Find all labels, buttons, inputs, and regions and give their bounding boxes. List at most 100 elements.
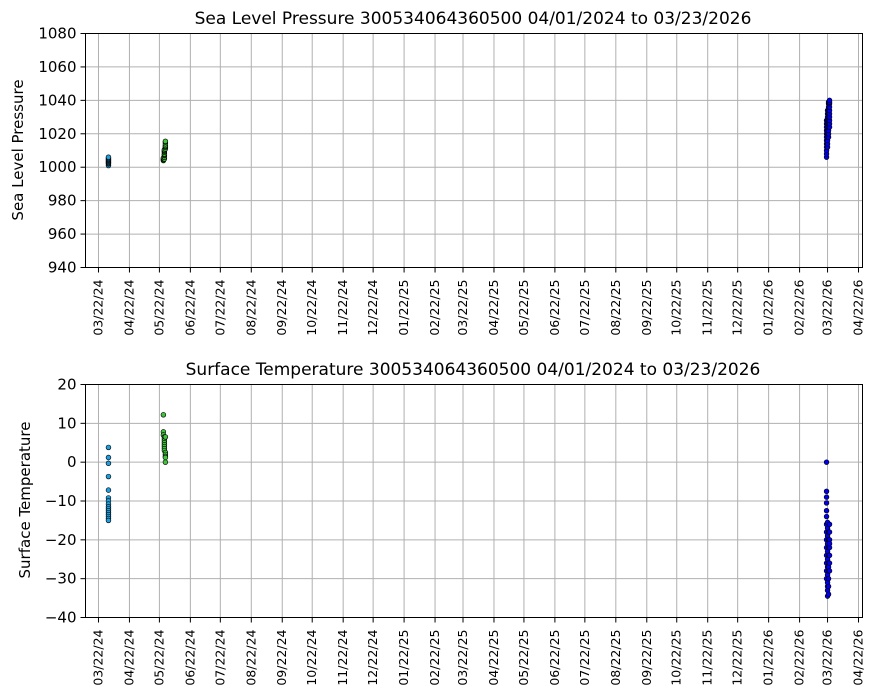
chart-title: Surface Temperature 300534064360500 04/0… <box>186 360 761 380</box>
x-tick-label: 02/22/25 <box>427 280 442 336</box>
x-tick-label: 09/22/24 <box>274 279 289 335</box>
x-tick-label: 05/22/24 <box>151 279 166 335</box>
y-tick-label: −40 <box>45 609 77 627</box>
y-axis-label: Sea Level Pressure <box>9 79 27 220</box>
y-tick-label: 1040 <box>38 91 76 109</box>
grid <box>85 33 863 268</box>
data-point <box>105 473 112 480</box>
data-point <box>105 460 112 467</box>
y-tick-label: 940 <box>48 259 77 277</box>
data-point <box>823 488 830 494</box>
x-tick-label: 10/22/25 <box>669 630 684 686</box>
data-point <box>105 154 112 160</box>
data-point <box>825 583 832 590</box>
x-ticks: 03/22/24 04/22/24 05/22/24 06/22/24 07/22/24… <box>90 617 866 686</box>
x-tick-label: 10/22/25 <box>669 280 684 336</box>
x-tick-label: 02/22/26 <box>792 279 807 335</box>
data-point <box>825 591 832 597</box>
data-point <box>162 434 169 440</box>
data-point <box>826 529 833 535</box>
data-point <box>823 513 830 520</box>
y-tick-label: −20 <box>45 531 77 549</box>
x-tick-label: 09/22/24 <box>274 629 289 685</box>
x-tick-label: 03/22/26 <box>820 279 835 335</box>
y-tick-label: 960 <box>48 225 77 243</box>
x-tick-label: 11/22/25 <box>700 630 715 686</box>
x-tick-label: 03/22/25 <box>455 280 470 336</box>
x-tick-label: 03/22/26 <box>820 629 835 685</box>
x-tick-label: 02/22/25 <box>427 630 442 686</box>
data-point <box>162 454 169 461</box>
x-tick-label: 05/22/25 <box>516 630 531 686</box>
x-tick-label: 01/22/26 <box>761 629 776 685</box>
x-tick-label: 05/22/25 <box>516 280 531 336</box>
data-point <box>825 575 832 582</box>
x-tick-label: 11/22/25 <box>700 280 715 336</box>
y-tick-label: 0 <box>67 453 77 471</box>
x-tick-label: 08/22/25 <box>608 280 623 336</box>
x-tick-label: 06/22/24 <box>182 629 197 685</box>
x-tick-label: 03/22/25 <box>455 630 470 686</box>
x-tick-label: 09/22/25 <box>639 630 654 686</box>
data-point <box>105 487 112 493</box>
x-tick-label: 07/22/24 <box>212 279 227 335</box>
data-point <box>162 138 169 145</box>
x-tick-label: 08/22/24 <box>243 279 258 335</box>
x-tick-label: 11/22/24 <box>335 629 350 685</box>
series-1 <box>160 412 169 465</box>
x-tick-label: 07/22/25 <box>577 630 592 686</box>
x-tick-label: 11/22/24 <box>335 279 350 335</box>
data-point <box>162 459 169 465</box>
data-points <box>105 97 833 169</box>
y-tick-label: 1020 <box>38 125 76 143</box>
x-tick-label: 12/22/25 <box>730 630 745 686</box>
chart-title: Sea Level Pressure 300534064360500 04/01… <box>195 9 752 29</box>
y-tick-label: 1060 <box>38 58 76 76</box>
x-tick-label: 07/22/25 <box>577 280 592 336</box>
data-point <box>823 500 830 506</box>
x-tick-label: 10/22/24 <box>304 629 319 685</box>
x-tick-label: 04/22/26 <box>851 629 866 685</box>
data-point <box>826 97 833 104</box>
data-point <box>826 552 833 559</box>
y-tick-label: −10 <box>45 492 77 510</box>
y-ticks: −40 −30 −20 −10 0 10 20 <box>45 376 86 627</box>
x-tick-label: 01/22/26 <box>761 279 776 335</box>
y-tick-label: −30 <box>45 570 77 588</box>
x-tick-label: 03/22/24 <box>90 629 105 685</box>
data-point <box>826 560 833 566</box>
x-tick-label: 12/22/25 <box>730 280 745 336</box>
x-tick-label: 06/22/25 <box>547 630 562 686</box>
x-tick-label: 08/22/25 <box>608 630 623 686</box>
series-0 <box>105 154 112 169</box>
x-tick-label: 12/22/24 <box>365 279 380 335</box>
x-tick-label: 01/22/25 <box>396 630 411 686</box>
x-tick-label: 07/22/24 <box>212 629 227 685</box>
y-tick-label: 10 <box>57 414 76 432</box>
y-axis-label: Surface Temperature <box>16 422 34 579</box>
data-point <box>823 494 830 500</box>
plot-frame <box>85 33 863 268</box>
data-points <box>105 412 833 599</box>
x-tick-label: 04/22/25 <box>486 280 501 336</box>
data-point <box>823 459 830 465</box>
y-tick-label: 1000 <box>38 158 76 176</box>
x-tick-label: 06/22/25 <box>547 280 562 336</box>
y-tick-label: 20 <box>57 376 76 394</box>
x-tick-label: 04/22/26 <box>851 279 866 335</box>
series-2 <box>823 97 833 160</box>
x-tick-label: 12/22/24 <box>365 629 380 685</box>
series-2 <box>823 459 833 599</box>
series-1 <box>160 138 169 164</box>
surface-temperature-chart: Surface Temperature 300534064360500 04/0… <box>16 360 866 686</box>
y-tick-label: 980 <box>48 192 77 210</box>
data-point <box>105 517 112 524</box>
x-tick-label: 02/22/26 <box>792 629 807 685</box>
x-tick-label: 06/22/24 <box>182 279 197 335</box>
grid <box>85 384 863 618</box>
x-ticks: 03/22/24 04/22/24 05/22/24 06/22/24 07/22/24… <box>90 267 866 336</box>
y-ticks: 940 960 980 1000 1020 1040 1060 1080 <box>38 25 86 277</box>
data-point <box>826 521 833 527</box>
series-0 <box>105 444 112 524</box>
